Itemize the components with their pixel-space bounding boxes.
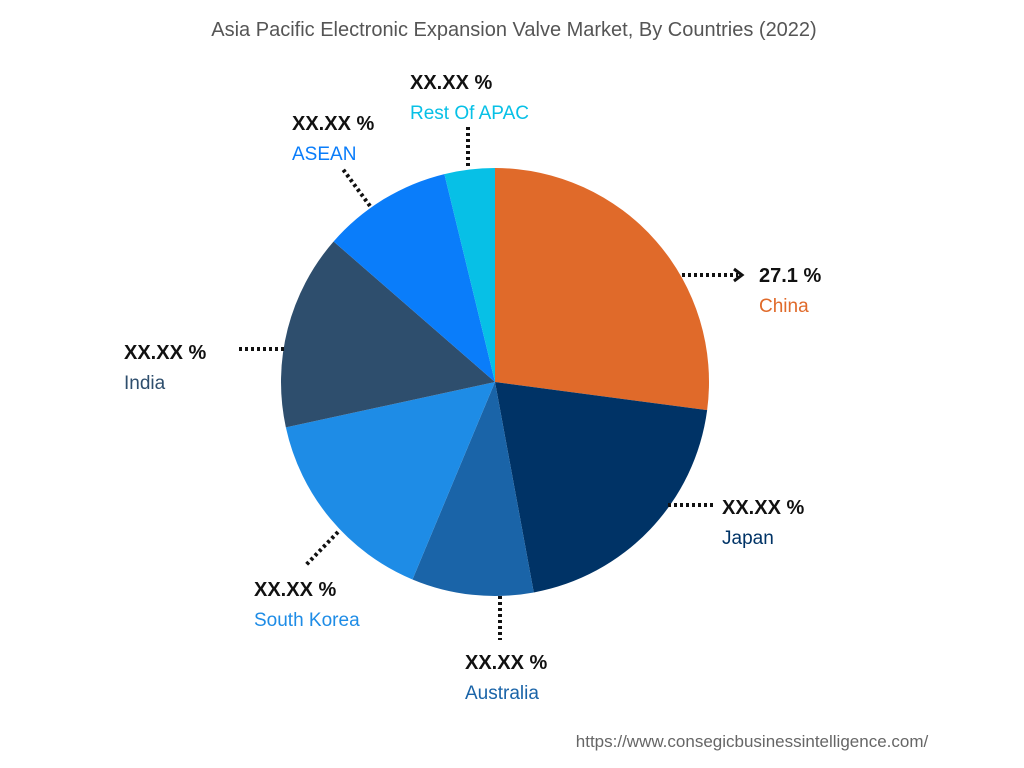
slice-value-label: XX.XX % <box>465 652 547 674</box>
slice-value-label: XX.XX % <box>254 579 336 601</box>
slice-value-label: XX.XX % <box>292 113 374 135</box>
slice-category-label: Japan <box>722 528 774 549</box>
arrow-head-icon <box>733 267 745 283</box>
pie-slice-south-korea <box>285 382 495 580</box>
slice-value-label: 27.1 % <box>759 265 821 287</box>
slice-category-label: South Korea <box>254 610 360 631</box>
leader-line <box>340 166 372 208</box>
pie-slice-australia <box>412 382 534 596</box>
slice-value-label: XX.XX % <box>722 497 804 519</box>
pie-slice-rest-of-apac <box>444 168 495 382</box>
slice-category-label: India <box>124 373 166 394</box>
slice-category-label: China <box>759 296 809 317</box>
pie-slice-india <box>280 241 495 428</box>
slice-value-label: XX.XX % <box>410 72 492 94</box>
slice-category-label: ASEAN <box>292 144 356 165</box>
slice-category-label: Australia <box>465 683 539 704</box>
pie-slices <box>280 168 709 596</box>
source-url: https://www.consegicbusinessintelligence… <box>576 732 929 751</box>
slice-category-label: Rest Of APAC <box>410 103 529 124</box>
pie-slice-asean <box>333 174 495 382</box>
leader-lines <box>238 124 745 640</box>
slice-labels: 27.1 % China XX.XX % Japan XX.XX % Australia X… <box>124 72 821 704</box>
pie-slice-japan <box>495 382 708 593</box>
slice-value-label: XX.XX % <box>124 342 206 364</box>
chart-title: Asia Pacific Electronic Expansion Valve … <box>211 19 816 41</box>
leader-line <box>303 530 340 568</box>
pie-slice-china <box>495 168 709 411</box>
